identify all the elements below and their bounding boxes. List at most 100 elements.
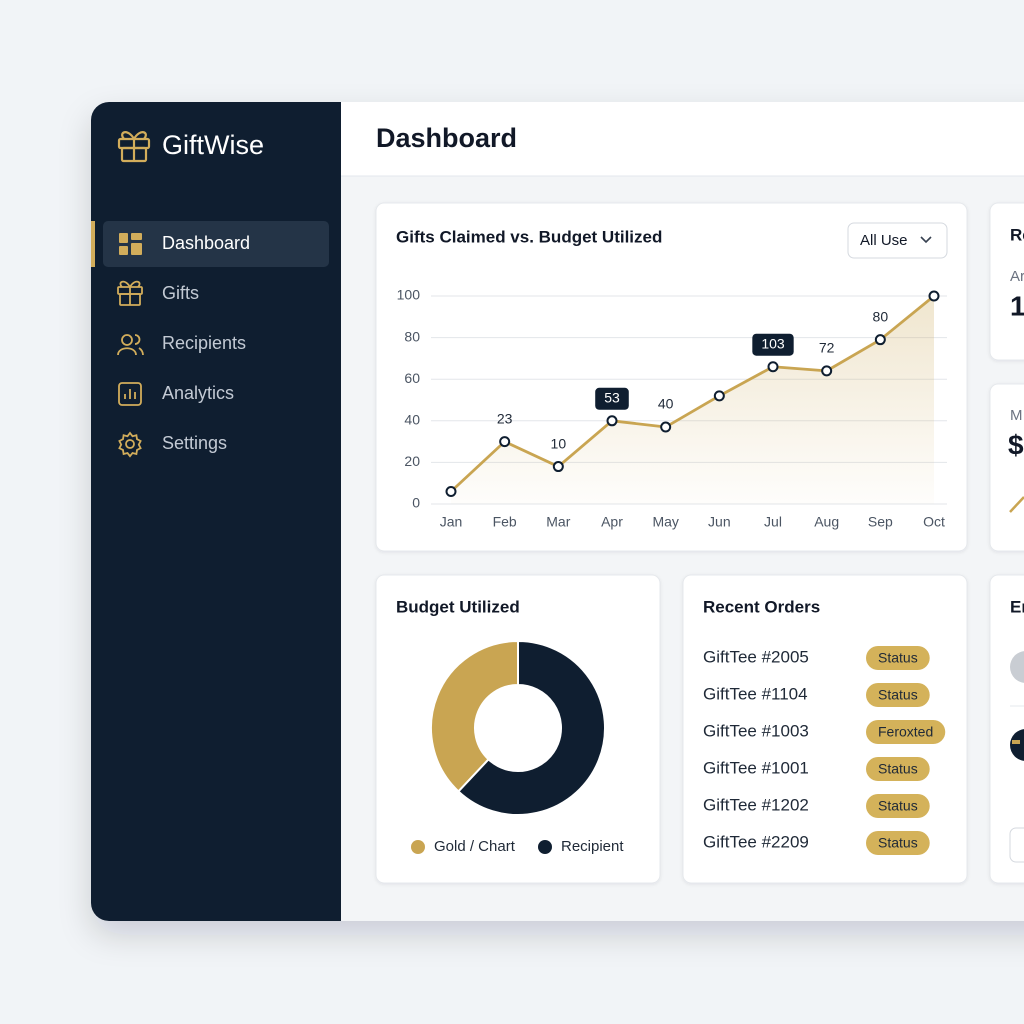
- dropdown-label[interactable]: All Use: [860, 232, 908, 249]
- order-name: GiftTee #1104: [703, 684, 808, 703]
- point: [767, 361, 779, 373]
- icon-dashboard: [119, 233, 142, 255]
- order-name: GiftTee #1003: [703, 721, 809, 740]
- icon-recipients: [117, 334, 144, 356]
- status-badge-label: Status: [878, 650, 918, 666]
- card-title: Er: [1010, 597, 1024, 616]
- y-tick-label: 80: [404, 328, 420, 344]
- point-label: 103: [761, 335, 785, 351]
- point-label: 10: [551, 435, 567, 451]
- sparkline: [1009, 496, 1024, 513]
- x-tick-label: Apr: [601, 514, 623, 530]
- status-badge: [866, 646, 930, 670]
- order-name: GiftTee #2209: [703, 832, 809, 851]
- avatar: [1010, 729, 1024, 761]
- point: [445, 486, 457, 498]
- donut-chart: Gold / Chart Recipient: [411, 639, 624, 855]
- y-tick-label: 100: [397, 287, 421, 303]
- x-tick-label: Mar: [546, 514, 570, 530]
- point: [606, 415, 618, 427]
- legend-swatch: [538, 840, 552, 854]
- card-label: M: [1010, 407, 1023, 424]
- nav-item[interactable]: Dashboard: [162, 233, 250, 253]
- x-tick-label: Jun: [708, 514, 731, 530]
- status-badge-label: Status: [878, 798, 918, 814]
- dropdown-caret[interactable]: [920, 236, 932, 244]
- status-badge: [866, 831, 930, 855]
- avatar: [1010, 651, 1024, 683]
- partial-card: [989, 383, 1024, 552]
- legend-swatch: [411, 840, 425, 854]
- point: [821, 365, 833, 377]
- line: [450, 294, 935, 493]
- status-badge-label: Feroxted: [878, 724, 933, 740]
- point-label: 80: [873, 308, 889, 324]
- status-badge: [866, 757, 930, 781]
- slice: [430, 639, 519, 793]
- line-chart: 0 20 40 60 80 100 Jan Feb Mar Apr May Jun Jul Aug Sep O…: [397, 287, 947, 530]
- y-tick-label: 60: [404, 370, 420, 386]
- x-tick-label: Jul: [764, 514, 782, 530]
- order-name: GiftTee #2005: [703, 647, 809, 666]
- icon-analytics: [118, 382, 142, 406]
- nav-item[interactable]: Analytics: [162, 383, 234, 403]
- point: [552, 461, 564, 473]
- point: [499, 436, 511, 448]
- legend-label: Gold / Chart: [434, 838, 516, 855]
- nav-active-bg: [103, 221, 329, 267]
- point-label-box: [595, 387, 629, 410]
- status-badge-label: Status: [878, 761, 918, 777]
- nav-item[interactable]: Settings: [162, 433, 227, 453]
- point: [713, 390, 725, 402]
- donut-card: [375, 574, 661, 884]
- nav: Dashboard Gifts Recipients Analytics Setting…: [91, 221, 329, 453]
- button[interactable]: [1009, 827, 1024, 863]
- slice: [457, 639, 606, 816]
- y-tick-label: 40: [404, 412, 420, 428]
- point: [928, 290, 940, 302]
- point-label: 23: [497, 410, 513, 426]
- x-tick-label: Feb: [493, 514, 517, 530]
- legend-label: Recipient: [561, 838, 624, 855]
- point: [874, 334, 886, 346]
- point-label: 40: [658, 396, 674, 412]
- card-label: Ar: [1010, 268, 1024, 285]
- status-badge: [866, 794, 930, 818]
- x-tick-label: May: [652, 514, 678, 530]
- dropdown[interactable]: [847, 222, 948, 259]
- chart-title: Budget Utilized: [396, 597, 520, 616]
- brand-name: GiftWise: [162, 130, 264, 160]
- nav-item[interactable]: Recipients: [162, 333, 246, 353]
- point: [660, 421, 672, 433]
- y-tick-label: 0: [412, 495, 420, 511]
- orders-list: GiftTee #2005 Status GiftTee #1104 Status Gi…: [703, 646, 946, 855]
- point-label-box: [752, 333, 794, 356]
- card-title: Re: [1010, 225, 1024, 244]
- area: [451, 296, 934, 504]
- icon-gifts: [117, 280, 143, 306]
- order-name: GiftTee #1202: [703, 795, 809, 814]
- chart-title: Gifts Claimed vs. Budget Utilized: [396, 227, 662, 246]
- x-tick-label: Aug: [814, 514, 839, 530]
- point-label: 72: [819, 340, 835, 356]
- orders-title: Recent Orders: [703, 597, 820, 616]
- order-name: GiftTee #1001: [703, 758, 809, 777]
- status-badge: [866, 683, 930, 707]
- nav-active-indicator: [91, 221, 95, 267]
- avatar-detail: [1012, 740, 1020, 744]
- nav-item[interactable]: Gifts: [162, 283, 199, 303]
- brand-icon: [117, 131, 151, 163]
- status-badge: [866, 720, 946, 744]
- card-value: 1: [1010, 290, 1024, 321]
- icon-settings: [118, 431, 142, 458]
- x-tick-label: Sep: [868, 514, 893, 530]
- status-badge-label: Status: [878, 687, 918, 703]
- partial-card: [989, 202, 1024, 361]
- y-tick-label: 20: [404, 453, 420, 469]
- x-tick-label: Jan: [440, 514, 463, 530]
- card-value: $: [1008, 429, 1024, 460]
- status-badge-label: Status: [878, 835, 918, 851]
- x-tick-label: Oct: [923, 514, 945, 530]
